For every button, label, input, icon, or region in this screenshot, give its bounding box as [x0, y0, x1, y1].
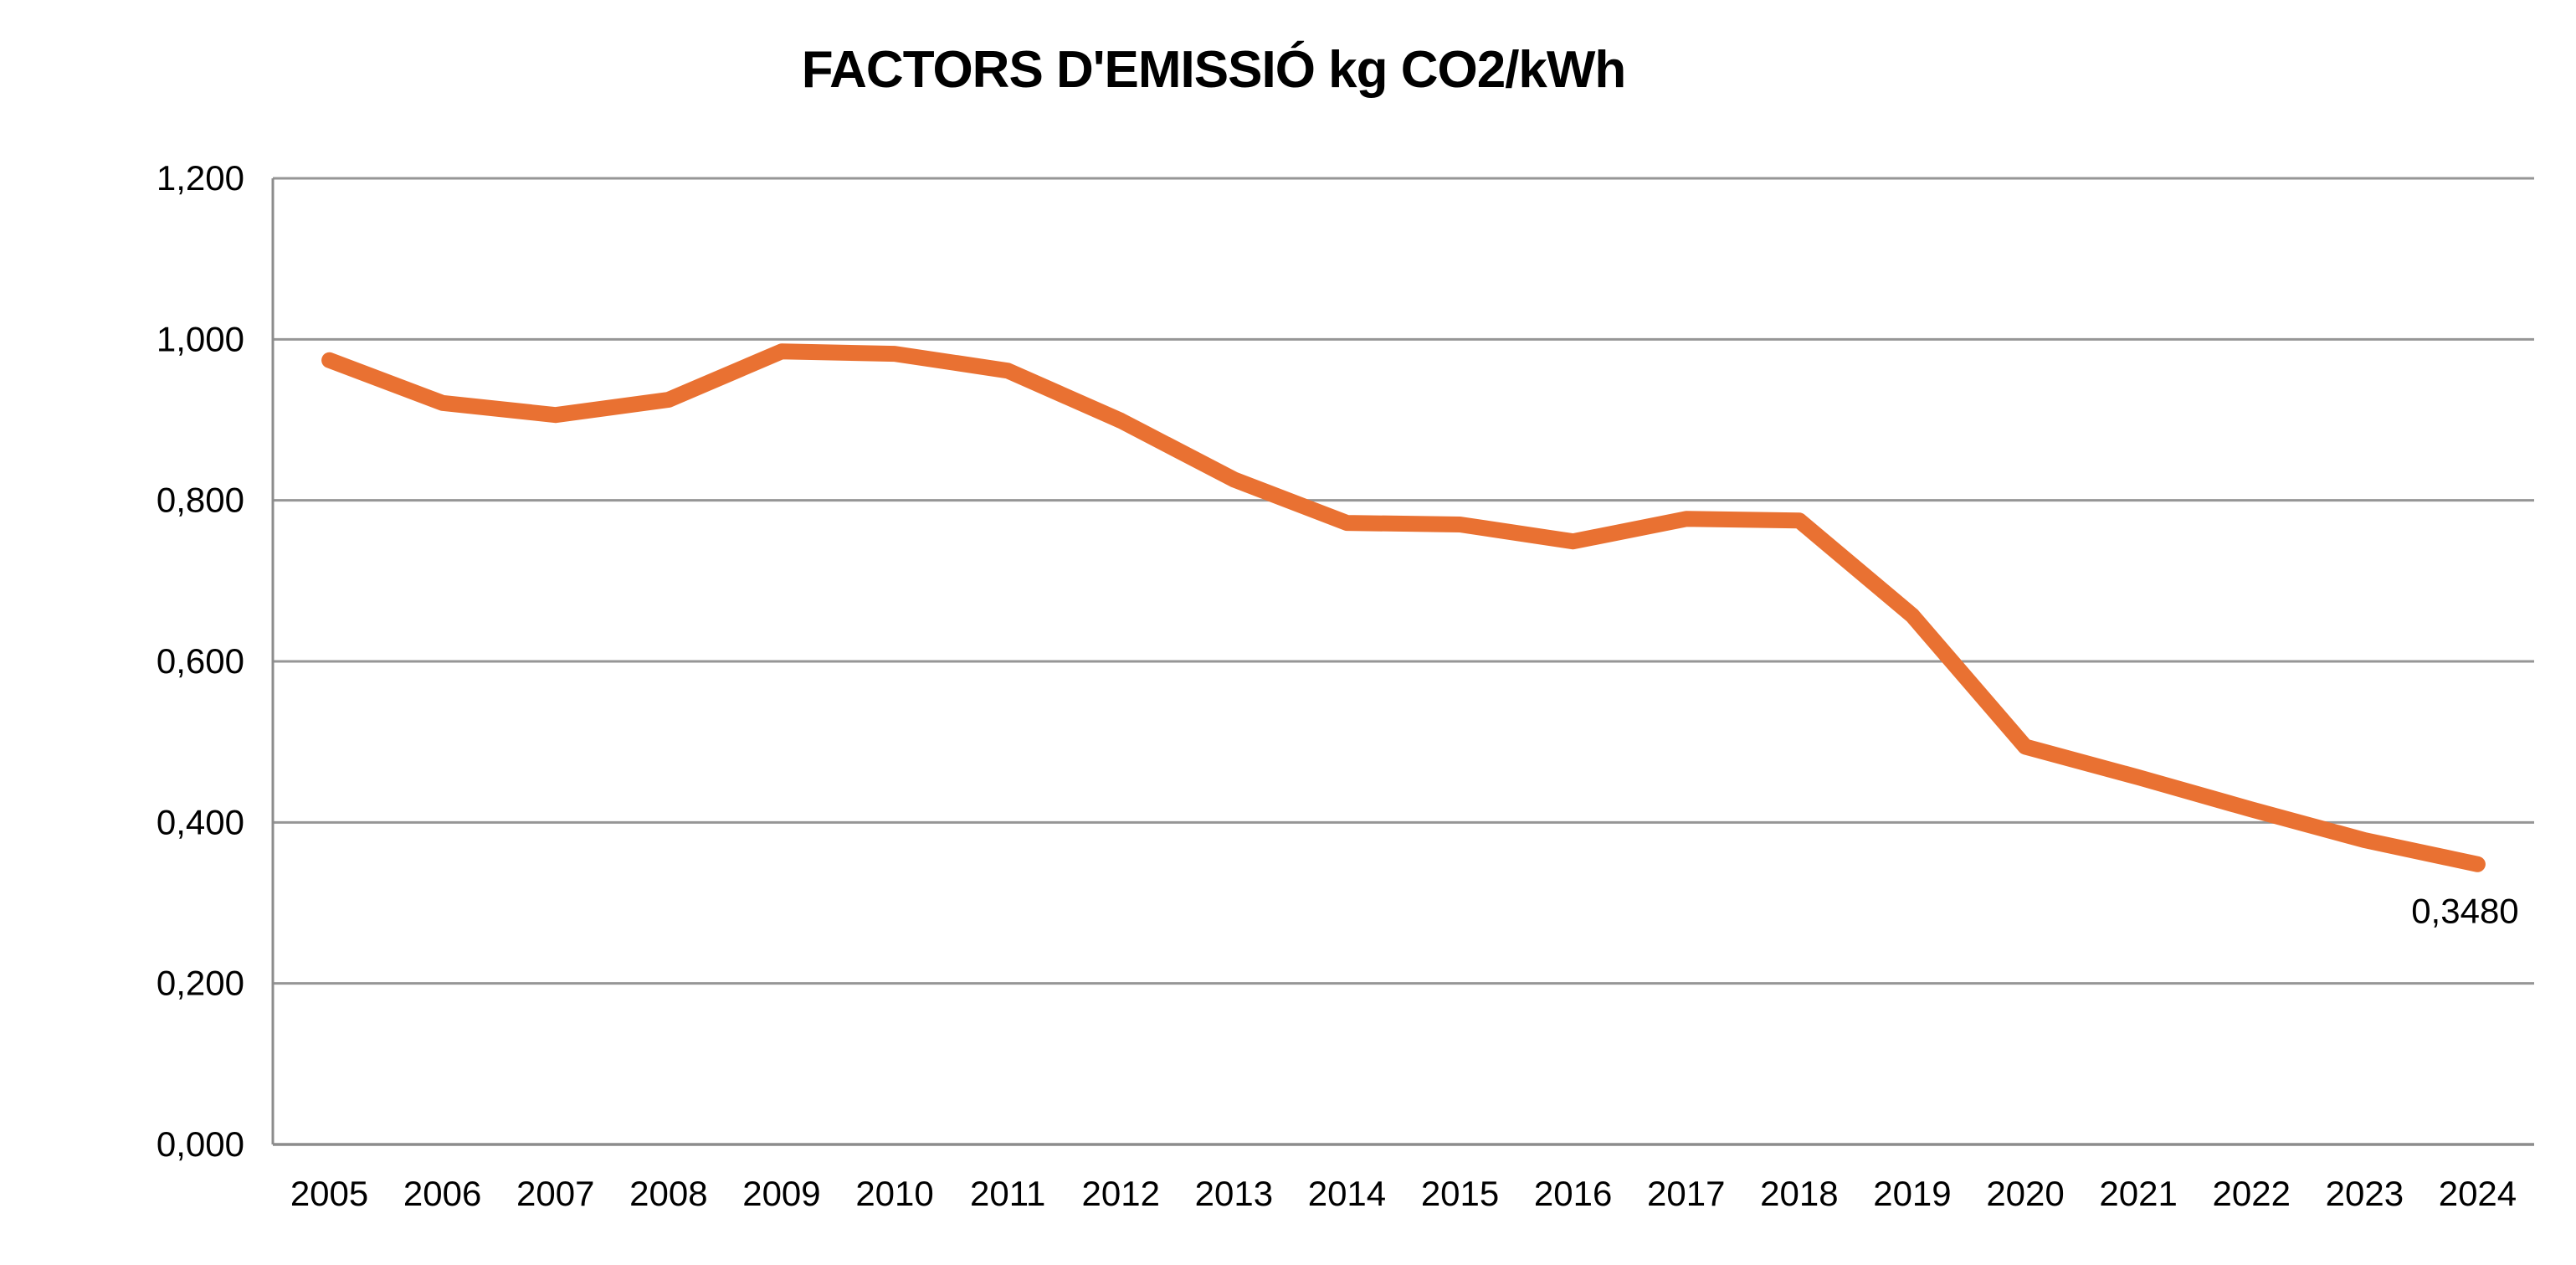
- y-tick-label: 1,200: [157, 158, 244, 198]
- x-tick-label: 2019: [1873, 1174, 1951, 1213]
- x-tick-label: 2012: [1082, 1174, 1160, 1213]
- y-tick-label: 1,000: [157, 319, 244, 358]
- x-tick-label: 2015: [1421, 1174, 1499, 1213]
- x-tick-label: 2008: [629, 1174, 707, 1213]
- x-tick-label: 2018: [1760, 1174, 1838, 1213]
- x-tick-label: 2007: [516, 1174, 594, 1213]
- last-point-data-label: 0,3480: [2411, 891, 2518, 930]
- x-tick-label: 2023: [2326, 1174, 2404, 1213]
- x-tick-label: 2011: [970, 1174, 1045, 1213]
- x-tick-label: 2020: [1986, 1174, 2064, 1213]
- x-tick-label: 2016: [1534, 1174, 1612, 1213]
- x-tick-label: 2005: [290, 1174, 368, 1213]
- y-tick-label: 0,600: [157, 641, 244, 681]
- x-tick-label: 2013: [1195, 1174, 1273, 1213]
- y-tick-label: 0,400: [157, 802, 244, 841]
- chart-title: FACTORS D'EMISSIÓ kg CO2/kWh: [801, 41, 1627, 99]
- y-tick-label: 0,800: [157, 481, 244, 520]
- y-tick-label: 0,200: [157, 964, 244, 1003]
- x-tick-label: 2021: [2099, 1174, 2177, 1213]
- y-tick-label: 0,000: [157, 1124, 244, 1164]
- emission-factor-line-series: [321, 343, 2486, 872]
- x-tick-label: 2009: [742, 1174, 820, 1213]
- x-tick-label: 2010: [855, 1174, 933, 1213]
- x-tick-label: 2017: [1647, 1174, 1725, 1213]
- x-tick-label: 2014: [1308, 1174, 1386, 1213]
- x-tick-label: 2022: [2213, 1174, 2291, 1213]
- x-tick-label: 2024: [2439, 1174, 2517, 1213]
- x-tick-label: 2006: [403, 1174, 481, 1213]
